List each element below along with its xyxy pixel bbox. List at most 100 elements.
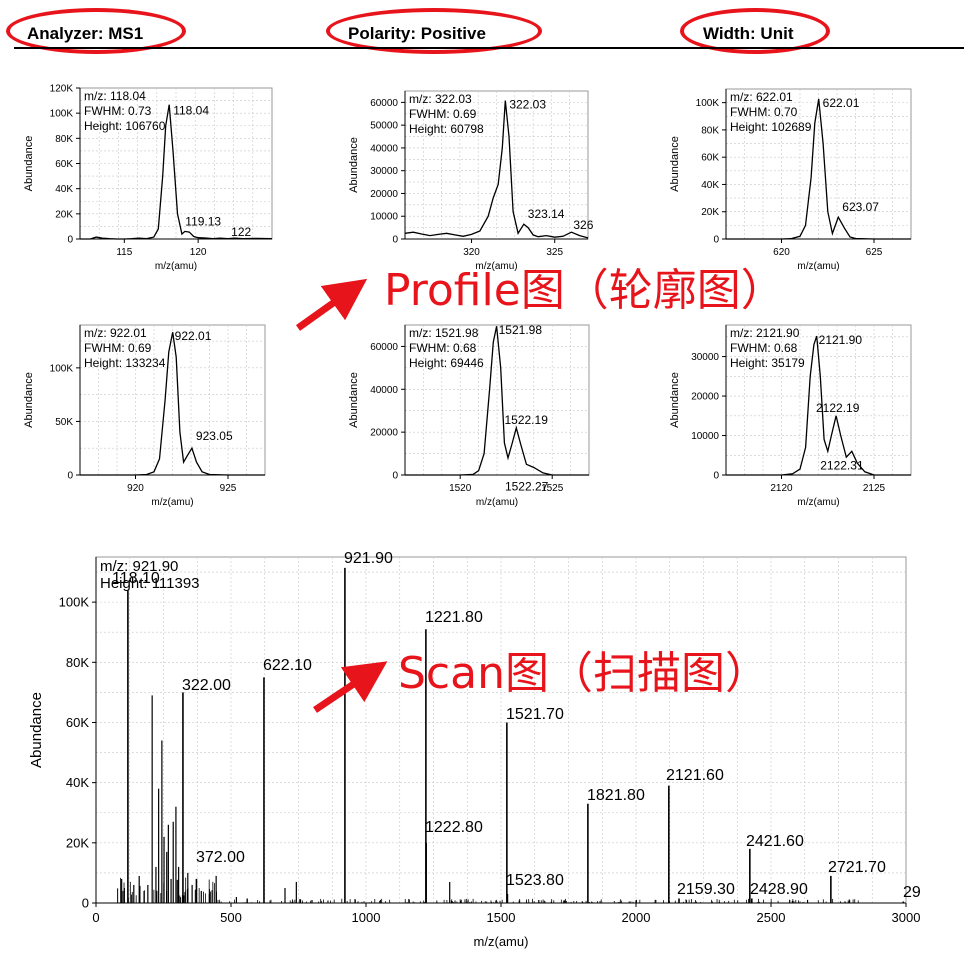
- y-tick-label: 0: [713, 471, 719, 482]
- x-tick-label: 1000: [352, 910, 381, 925]
- x-tick-label: 2125: [863, 483, 886, 494]
- y-tick-label: 30000: [691, 352, 719, 363]
- info-line: FWHM: 0.69: [84, 341, 152, 355]
- chart-panel-profile-2: 0 10000 20000 30000 40000 50000 60000 320 325 m/z…: [348, 90, 594, 272]
- y-tick-label: 60K: [701, 153, 719, 164]
- y-tick-label: 100K: [50, 109, 74, 120]
- y-tick-label: 100K: [59, 595, 90, 610]
- y-tick-label: 100K: [696, 98, 720, 109]
- y-axis-label: Abundance: [23, 372, 35, 428]
- peak-label: 923.05: [196, 429, 233, 443]
- info-line: Height: 102689: [730, 120, 812, 134]
- peak-label: 118.10: [112, 570, 160, 587]
- peak-label: 322.03: [509, 98, 546, 112]
- x-axis-label: m/z(amu): [155, 261, 197, 272]
- info-line: FWHM: 0.68: [730, 341, 798, 355]
- y-axis-label: Abundance: [348, 372, 360, 428]
- info-line: Height: 35179: [730, 356, 805, 370]
- x-tick-label: 920: [127, 483, 144, 494]
- x-tick-label: 620: [773, 247, 790, 258]
- peak-label: 2721.70: [828, 859, 886, 876]
- y-tick-label: 30000: [370, 166, 398, 177]
- info-line: FWHM: 0.73: [84, 104, 152, 118]
- x-axis-label: m/z(amu): [476, 497, 518, 508]
- y-tick-label: 50K: [55, 417, 73, 428]
- chart-panel-profile-3: 0 20K 40K 60K 80K 100K 620 625 m/z(amu) Abundance…: [669, 88, 912, 272]
- scan-annotation: Scan图（扫描图）: [398, 648, 769, 699]
- info-line: m/z: 118.04: [84, 89, 146, 103]
- y-tick-label: 0: [67, 235, 73, 246]
- scan-arrow: [313, 661, 388, 713]
- info-line: Height: 133234: [84, 356, 166, 370]
- peak-label: 622.01: [823, 96, 860, 110]
- info-line: Height: 60798: [409, 122, 484, 136]
- peak-label: 622.10: [263, 657, 312, 674]
- peak-label: 1221.80: [425, 609, 483, 626]
- chart-panel-scan: 0 20K 40K 60K 80K 100K 0 500 1000 1500 2000 2500 300…: [28, 550, 921, 949]
- info-line: m/z: 1521.98: [409, 326, 479, 340]
- header-divider: [14, 47, 964, 49]
- y-tick-label: 60K: [66, 715, 89, 730]
- polarity-label: Polarity: Positive: [348, 24, 486, 43]
- x-tick-label: 325: [546, 247, 563, 258]
- info-line: FWHM: 0.69: [409, 107, 477, 121]
- y-tick-label: 20K: [55, 209, 73, 220]
- y-axis-label: Abundance: [669, 372, 681, 428]
- chart-panel-profile-4: 0 50K 100K 920 925 m/z(amu) Abundance 922.01 923…: [23, 324, 266, 508]
- y-tick-label: 40K: [55, 184, 73, 195]
- peak-label: 1521.98: [499, 323, 543, 337]
- peak-label: 921.90: [344, 550, 393, 567]
- info-line: FWHM: 0.70: [730, 105, 798, 119]
- y-tick-label: 10000: [691, 431, 719, 442]
- peak-label: 623.07: [842, 200, 879, 214]
- analyzer-highlight-oval: [6, 8, 186, 54]
- profile-trace: [80, 104, 273, 240]
- y-tick-label: 60000: [370, 342, 398, 353]
- x-axis-label: m/z(amu): [475, 261, 517, 272]
- peak-label: 122: [231, 225, 251, 239]
- info-line: FWHM: 0.68: [409, 341, 477, 355]
- profile-annotation: Profile图（轮廓图）: [384, 265, 785, 316]
- profile-trace: [726, 335, 911, 476]
- profile-trace: [80, 332, 265, 476]
- y-tick-label: 20000: [370, 428, 398, 439]
- y-tick-label: 10000: [370, 212, 398, 223]
- peak-label: 1521.70: [506, 706, 564, 723]
- y-tick-label: 0: [67, 471, 73, 482]
- y-tick-label: 0: [713, 235, 719, 246]
- charts-root: 0 20K 40K 60K 80K 100K 120K 115 120 m/z(amu) Abund…: [23, 84, 921, 950]
- peak-label: 323.14: [528, 207, 565, 221]
- polarity-highlight-oval: [326, 8, 542, 54]
- x-tick-label: 925: [220, 483, 237, 494]
- peak-label: 922.01: [175, 329, 212, 343]
- y-axis-label: Abundance: [28, 692, 45, 768]
- y-tick-label: 80K: [55, 134, 73, 145]
- y-axis-label: Abundance: [348, 137, 360, 193]
- width-label: Width: Unit: [703, 24, 794, 43]
- info-line: m/z: 922.01: [84, 326, 147, 340]
- x-tick-label: 3000: [892, 910, 921, 925]
- info-line: Height: 69446: [409, 356, 484, 370]
- peak-label: 326: [573, 218, 593, 232]
- y-tick-label: 50000: [370, 121, 398, 132]
- analyzer-label: Analyzer: MS1: [27, 24, 144, 43]
- x-tick-label: 0: [92, 910, 99, 925]
- x-tick-label: 1500: [487, 910, 516, 925]
- x-tick-label: 625: [866, 247, 883, 258]
- y-axis-label: Abundance: [669, 136, 681, 192]
- peak-label: 2122.19: [816, 401, 860, 415]
- chart-panel-profile-5: 0 20000 40000 60000 1520 1525 m/z(amu) Abundanc…: [348, 323, 590, 508]
- y-tick-label: 0: [82, 896, 89, 911]
- x-tick-label: 1525: [541, 483, 564, 494]
- y-tick-label: 20K: [701, 207, 719, 218]
- width-highlight-oval: [680, 8, 830, 54]
- y-tick-label: 80K: [66, 655, 89, 670]
- peak-label: 322.00: [182, 677, 231, 694]
- info-line: m/z: 2121.90: [730, 326, 800, 340]
- y-tick-label: 100K: [50, 363, 74, 374]
- peak-label: 118.04: [173, 104, 209, 118]
- x-tick-label: 120: [190, 247, 207, 258]
- y-tick-label: 120K: [50, 84, 74, 95]
- info-line: m/z: 921.90: [100, 558, 178, 575]
- info-line: m/z: 622.01: [730, 90, 793, 104]
